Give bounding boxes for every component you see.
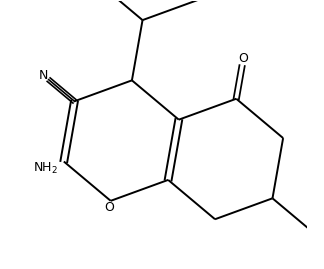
Text: O: O (238, 52, 248, 65)
Text: N: N (39, 69, 48, 82)
Text: NH$_2$: NH$_2$ (33, 161, 58, 176)
Text: O: O (105, 201, 114, 214)
